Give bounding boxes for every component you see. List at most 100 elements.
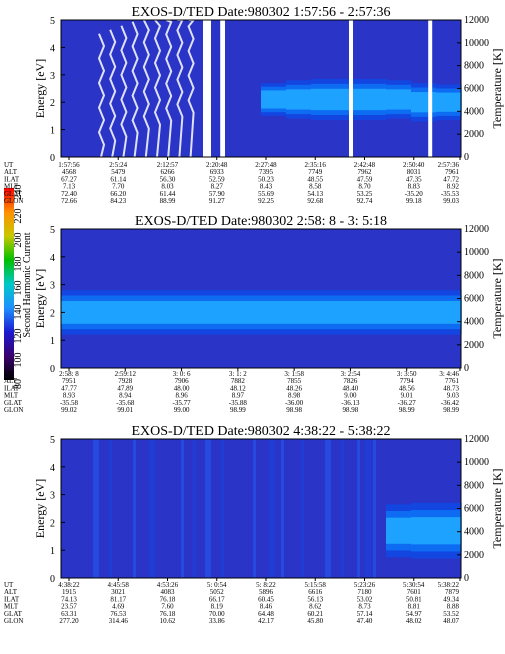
table-cell: 7826 (343, 377, 358, 385)
table-cell: 49.34 (443, 595, 459, 603)
table-cell: 33.86 (209, 617, 225, 625)
y-tick-label: 1 (50, 336, 55, 347)
table-cell: 72.40 (61, 190, 77, 198)
table-cell: 98.98 (286, 406, 302, 414)
table-cell: 54.97 (406, 610, 422, 618)
table-cell: 2:59:12 (115, 370, 137, 378)
table-cell: 23.57 (61, 603, 77, 611)
table-row-label: GLAT (4, 610, 23, 618)
table-cell: 7395 (259, 168, 274, 176)
y2-tick-label: 12000 (464, 15, 489, 26)
table-cell: 6266 (161, 168, 176, 176)
table-cell: 3: 0: 6 (173, 370, 191, 378)
table-cell: 10.62 (160, 617, 176, 625)
band-segment (411, 92, 437, 113)
table-cell: 48.02 (406, 617, 422, 625)
table-cell: 8.92 (447, 183, 460, 191)
y-tick-label: 5 (50, 435, 55, 446)
table-cell: 7882 (231, 377, 246, 385)
table-row-label: ALT (4, 377, 18, 385)
table-cell: 47.77 (61, 384, 77, 392)
y-axis-label: Energy [eV] (33, 479, 47, 538)
table-cell: 2:5:24 (109, 161, 127, 169)
spike-trace (142, 19, 150, 158)
table-cell: 48.07 (443, 617, 459, 625)
table-cell: -36.27 (398, 399, 417, 407)
y-tick-label: 0 (50, 574, 55, 585)
table-cell: 47.72 (443, 175, 459, 183)
band-segment (61, 301, 87, 324)
table-cell: 98.98 (343, 406, 359, 414)
table-cell: 5896 (259, 588, 274, 596)
table-cell: 7906 (175, 377, 190, 385)
y2-tick-label: 10000 (464, 38, 489, 49)
table-cell: 92.68 (307, 197, 323, 205)
table-cell: 74.13 (61, 595, 77, 603)
panel-title: EXOS-D/TED Date:980302 4:38:22 - 5:38:22 (132, 424, 391, 439)
band-segment (186, 301, 212, 324)
table-cell: 98.99 (230, 406, 246, 414)
table-cell: 48.00 (174, 384, 190, 392)
table-row-label: UT (4, 581, 14, 589)
table-cell: 57.14 (357, 610, 373, 618)
y-tick-label: 2 (50, 518, 55, 529)
table-row-label: ILAT (4, 595, 20, 603)
y2-axis-label: Temperature [K] (490, 48, 504, 128)
y-tick-label: 1 (50, 126, 55, 137)
y-tick-label: 5 (50, 16, 55, 27)
streak (133, 439, 136, 578)
table-cell: 61.44 (160, 190, 176, 198)
table-cell: 4:53:26 (157, 581, 179, 589)
table-cell: 6933 (210, 168, 225, 176)
table-cell: 5:23:26 (354, 581, 376, 589)
y2-tick-label: 10000 (464, 457, 489, 468)
y2-tick-label: 12000 (464, 224, 489, 235)
table-cell: 8.96 (175, 392, 188, 400)
y2-tick-label: 4000 (464, 106, 484, 117)
table-cell: 4:38:22 (58, 581, 80, 589)
table-cell: 7761 (445, 377, 460, 385)
band-segment (136, 301, 162, 324)
table-cell: 5:15:58 (305, 581, 327, 589)
band-segment (261, 90, 287, 109)
table-cell: 60.45 (258, 595, 274, 603)
band-segment (336, 301, 362, 324)
table-cell: 2:20:48 (206, 161, 228, 169)
table-cell: 70.00 (209, 610, 225, 618)
table-cell: 1:57:56 (58, 161, 80, 169)
table-cell: 99.02 (61, 406, 77, 414)
table-row-label: GLON (4, 617, 23, 625)
colorbar: Second Harmonic Current 80 100 120 140 160 18… (4, 185, 33, 389)
table-cell: 7794 (400, 377, 415, 385)
table-cell: 8.43 (260, 183, 273, 191)
table-cell: 55.69 (258, 190, 274, 198)
table-cell: 47.40 (357, 617, 373, 625)
table-cell: 84.23 (110, 197, 126, 205)
table-cell: 7.60 (161, 603, 174, 611)
table-cell: 76.18 (160, 610, 176, 618)
band-segment (361, 301, 387, 324)
streak (205, 439, 211, 578)
table-cell: 3: 4:46 (439, 370, 459, 378)
table-cell: 7951 (62, 377, 77, 385)
table-cell: 53.02 (357, 595, 373, 603)
table-cell: 2:35:16 (305, 161, 327, 169)
table-row-label: GLAT (4, 399, 23, 407)
table-cell: 8.73 (358, 603, 371, 611)
y2-tick-label: 6000 (464, 294, 484, 305)
table-cell: 63.31 (61, 610, 77, 618)
table-cell: 66.20 (110, 190, 126, 198)
table-cell: 48.73 (443, 384, 459, 392)
band-segment (311, 88, 337, 111)
table-cell: 3: 1:58 (284, 370, 304, 378)
panel-2: EXOS-D/TED Date:980302 2:58: 8 - 3: 5:18… (4, 214, 504, 414)
panels: EXOS-D/TED Date:980302 1:57:56 - 2:57:36… (4, 5, 504, 625)
table-cell: -35.77 (173, 399, 192, 407)
band-segment (436, 92, 462, 112)
table-cell: 314.46 (109, 617, 129, 625)
table-row-label: MLT (4, 183, 19, 191)
table-cell: 72.66 (61, 197, 77, 205)
table-row-label: UT (4, 370, 14, 378)
table-row-label: MLT (4, 392, 19, 400)
